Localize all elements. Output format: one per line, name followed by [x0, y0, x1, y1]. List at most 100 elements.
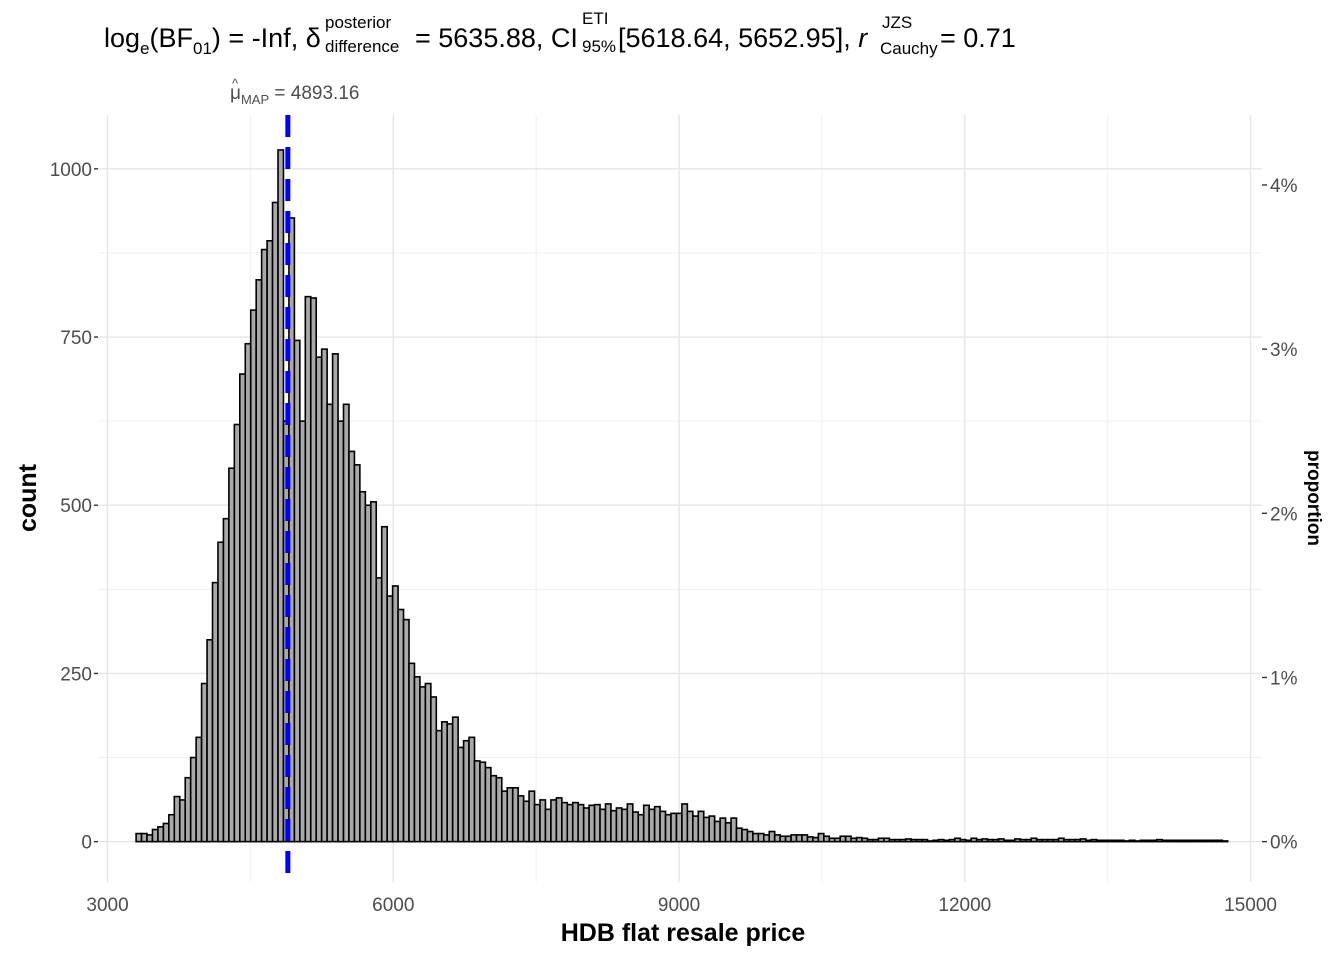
y-tick-label: 750 [60, 328, 92, 349]
histogram-bar [735, 827, 743, 843]
histogram-bar [582, 807, 590, 843]
histogram-bar [1068, 838, 1076, 843]
histogram-bar [1041, 838, 1049, 843]
histogram-bar [926, 840, 934, 843]
histogram-bar [1019, 838, 1027, 843]
histogram-bar [331, 353, 339, 843]
histogram-bar [1183, 839, 1191, 843]
histogram-bar [1095, 839, 1103, 843]
histogram-bar [391, 585, 399, 843]
histogram-bar [555, 797, 563, 843]
histogram-bar [724, 821, 732, 843]
histogram-bar [631, 811, 640, 843]
histogram-bar [790, 834, 798, 843]
histogram-bar [239, 373, 247, 843]
histogram-bar [686, 810, 694, 843]
histogram-bar [801, 834, 809, 843]
histogram-bar [823, 835, 831, 843]
histogram-bar [495, 776, 503, 843]
histogram-bar [1155, 838, 1164, 843]
histogram-bar [419, 686, 427, 843]
histogram-bar [1112, 839, 1120, 843]
y-axis-title: count [14, 463, 42, 532]
histogram-bar [937, 838, 945, 843]
y2-tick-label: 0% [1270, 833, 1298, 854]
histogram-bar [719, 817, 727, 843]
y-tick-label: 250 [60, 664, 92, 685]
histogram-bar [888, 838, 896, 843]
histogram-bar [544, 808, 552, 843]
histogram-bar [424, 682, 432, 843]
histogram-bar [752, 832, 760, 843]
histogram-bar [1199, 839, 1207, 843]
axis-layer: 3000 6000 9000 12000 15000 0 250 500 750 1000 0% 1%… [50, 160, 1298, 916]
histogram-bar [473, 760, 481, 843]
histogram-bar [211, 581, 219, 843]
histogram-bar [1188, 839, 1196, 843]
histogram-bar [833, 837, 841, 843]
histogram-bar [162, 822, 170, 843]
x-tick-label: 12000 [938, 895, 991, 916]
histogram-bar [599, 808, 607, 843]
chart-title: loge(BF01) = -Inf, δ [104, 23, 321, 58]
histogram-bar [440, 721, 449, 843]
histogram-bar [675, 812, 683, 843]
histogram-bar [915, 838, 923, 843]
histogram-bar [200, 682, 208, 843]
histogram-bar [839, 835, 847, 843]
histogram-bar [877, 837, 885, 843]
histogram-bar [1106, 839, 1114, 843]
histogram-bar [670, 812, 678, 843]
histogram-bar [1024, 838, 1033, 843]
histogram-bar [1084, 839, 1093, 843]
histogram-bar [659, 810, 667, 843]
histogram-bar [588, 804, 596, 843]
histogram-bar [1046, 838, 1054, 843]
histogram-bar [746, 830, 754, 843]
histogram-bar [1177, 839, 1185, 843]
x-axis-title: HDB flat resale price [561, 919, 806, 947]
histogram-bar [872, 838, 880, 843]
histogram-bar [1014, 838, 1022, 843]
histogram-bar [893, 838, 902, 843]
histogram-bar [899, 838, 907, 843]
histogram-bar [817, 832, 825, 843]
histogram-bar [342, 403, 350, 843]
histogram-bar [233, 423, 241, 843]
histogram-bar [615, 807, 623, 843]
histogram-bar [997, 838, 1005, 843]
histogram-bar [779, 835, 787, 843]
histogram-bar [1117, 839, 1125, 843]
delta-superscript: posterior [325, 13, 391, 32]
histogram-bar [348, 450, 356, 843]
histogram-bar [768, 830, 776, 843]
histogram-bar [883, 837, 891, 843]
histogram-bar [604, 803, 612, 843]
histogram-bar [217, 541, 225, 843]
histogram-bar [571, 801, 580, 843]
histogram-bar [326, 403, 334, 843]
histogram-bar [260, 248, 268, 843]
histogram-bar [293, 339, 301, 843]
histogram-bar [773, 834, 781, 843]
histogram-bar [1090, 838, 1098, 843]
histogram-bar [184, 776, 192, 843]
histogram-bar [380, 525, 388, 843]
histogram-bar [255, 279, 263, 843]
histogram-bar [713, 820, 721, 843]
histogram-bar [500, 790, 509, 843]
y-tick-label: 1000 [50, 160, 92, 181]
r-subscript: Cauchy [880, 39, 938, 58]
histogram-bar [762, 834, 771, 843]
histogram-bar [1194, 839, 1202, 843]
histogram-bar [522, 800, 530, 843]
histogram-bar [757, 832, 765, 843]
histogram-bar [375, 577, 383, 843]
histogram-bar [921, 838, 929, 843]
histogram-bar [1134, 840, 1142, 843]
histogram-bar [975, 838, 983, 843]
histogram-bar [992, 838, 1000, 843]
histogram-bar [1057, 837, 1065, 843]
histogram-bar [959, 838, 967, 843]
